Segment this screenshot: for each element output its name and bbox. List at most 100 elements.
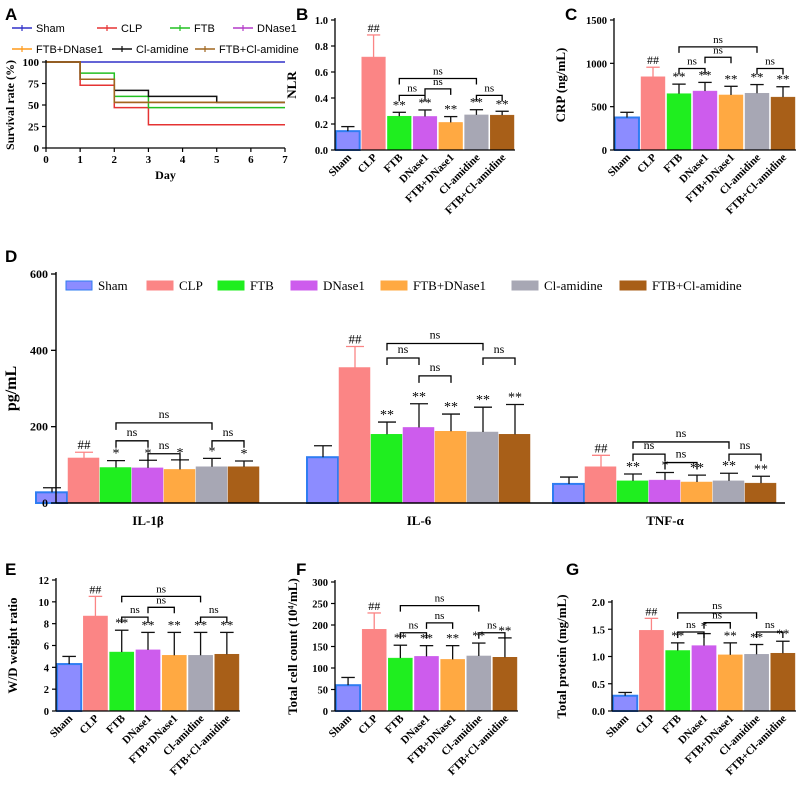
y-tick-label: 150 [312, 643, 328, 654]
x-tick-label: 1 [77, 154, 83, 166]
bracket [632, 441, 730, 449]
bracket-1 [677, 631, 705, 638]
y-tick-label: 6 [44, 642, 49, 653]
significance-label-CLP: ## [89, 582, 101, 596]
significance-label: ** [722, 459, 736, 474]
significance-label-FTB+Cl-amidine: ** [220, 617, 233, 632]
bracket-label: ns [644, 438, 655, 452]
legend-swatch-2 [217, 280, 245, 291]
bar-CLP [361, 629, 387, 712]
bar-IL-1β-DNase1 [131, 467, 164, 504]
x-tick-label: 7 [282, 154, 288, 166]
bracket-0 [678, 46, 758, 53]
significance-label-FTB+DNase1: ** [168, 617, 181, 632]
bracket-label-0: ns [713, 34, 723, 46]
bar-TNF-α-Cl-amidine [712, 480, 745, 504]
legend-label-4: FTB+DNase1 [413, 278, 486, 293]
significance-label: ** [754, 462, 768, 477]
bar-Sham [614, 116, 640, 151]
y-tick-label: 50 [318, 686, 329, 697]
bracket-label-1: ns [130, 604, 140, 616]
legend-label-4: FTB+DNase1 [36, 44, 103, 56]
bracket-label: ns [398, 342, 409, 356]
y-tick-label: 0.2 [315, 120, 328, 131]
bracket-0 [399, 605, 480, 612]
bar-FTB+Cl-amidine [770, 652, 796, 712]
legend-label-0: Sham [98, 278, 128, 293]
bracket-label-3: ns [765, 56, 775, 68]
y-tick-label: 0.4 [315, 94, 329, 105]
bar-IL-1β-Cl-amidine [195, 466, 228, 504]
panel-letter-b: B [296, 5, 308, 24]
bracket-2 [704, 56, 732, 64]
legend-label-2: FTB [194, 23, 215, 35]
bar-FTB+DNase1 [438, 122, 463, 151]
y-tick-label: 1000 [586, 59, 607, 70]
bar-IL-6-FTB+Cl-amidine [498, 434, 531, 504]
bracket-label: ns [159, 438, 170, 452]
bar-Sham [335, 684, 362, 713]
y-tick-label: 25 [28, 122, 40, 134]
panel-d: D Sham CLP FTB DNase1 FTB+DNase1 Cl-amidine FTB… [3, 247, 785, 528]
category-label-CLP: CLP [78, 712, 102, 736]
x-tick-label: 2 [112, 154, 118, 166]
y-tick-label: 0.0 [315, 146, 328, 157]
bar-IL-1β-FTB+Cl-amidine [227, 466, 260, 504]
bracket-label: ns [676, 447, 687, 461]
y-tick-label: 0 [44, 707, 49, 718]
bar-TNF-α-Sham [552, 482, 585, 504]
significance-label-FTB: ** [393, 97, 406, 112]
bar-FTB [387, 115, 412, 151]
panel-a: A Sham CLP FTB DNase1 FTB+DNase1 Cl-amidine FTB… [3, 5, 299, 182]
y-tick-label: 500 [591, 103, 607, 114]
bracket [115, 422, 213, 430]
bracket-2 [703, 622, 731, 629]
group-label-2: TNF-α [646, 513, 684, 528]
x-tick-label: 0 [43, 154, 49, 166]
bracket-3 [475, 94, 503, 102]
legend-label-6: FTB+Cl-amidine [652, 278, 742, 293]
significance-label: ## [78, 437, 92, 452]
bracket [664, 461, 698, 470]
significance-label: ## [595, 440, 609, 455]
significance-label-FTB+Cl-amidine: ** [777, 72, 790, 87]
significance-label-Cl-amidine: ** [751, 70, 764, 85]
legend-label-0: Sham [36, 23, 65, 35]
y-tick-label: 4 [44, 663, 50, 674]
legend-label-2: FTB [250, 278, 274, 293]
bracket-0 [121, 595, 202, 603]
bar-FTB [109, 651, 135, 712]
bracket-label-2: ns [156, 594, 166, 606]
bar-FTB+DNase1 [161, 655, 187, 712]
bar-TNF-α-FTB [616, 480, 649, 504]
significance-label-CLP: ## [645, 604, 657, 618]
panel-f: F##** ** ** ** **nsnsnsns050100150200250300S… [285, 560, 518, 778]
bracket-2 [147, 606, 175, 614]
bar-DNase1 [412, 116, 438, 151]
significance-label: ** [476, 393, 490, 408]
bracket-1 [398, 94, 426, 102]
panel-letter-c: C [565, 5, 577, 24]
bracket [211, 440, 245, 448]
y-tick-label: 2 [44, 685, 49, 696]
bar-IL-1β-CLP [67, 457, 100, 504]
bracket-label-2: ns [712, 610, 722, 622]
bracket [115, 440, 149, 448]
panel-b: B##** ** ** ** **nsnsnsns0.00.20.40.60.81.0S… [284, 5, 515, 217]
y-axis-title: NLR [284, 71, 299, 99]
bracket-2 [425, 622, 454, 629]
y-tick-label: 0 [323, 707, 328, 718]
significance-label-FTB+Cl-amidine: ** [496, 96, 509, 111]
bar-IL-1β-FTB [99, 467, 132, 504]
bracket-3 [755, 631, 784, 638]
y-axis-title: W/D weight ratio [5, 597, 20, 693]
y-tick-label: 1.5 [592, 625, 605, 636]
bar-TNF-α-FTB+DNase1 [680, 481, 713, 504]
bracket-label-3: ns [209, 604, 219, 616]
significance-label: * [209, 444, 216, 459]
bar-DNase1 [135, 649, 161, 712]
category-label-CLP: CLP [634, 712, 658, 736]
y-tick-label: 12 [39, 576, 50, 587]
bracket-3 [199, 616, 228, 624]
bar-TNF-α-CLP [584, 466, 617, 504]
